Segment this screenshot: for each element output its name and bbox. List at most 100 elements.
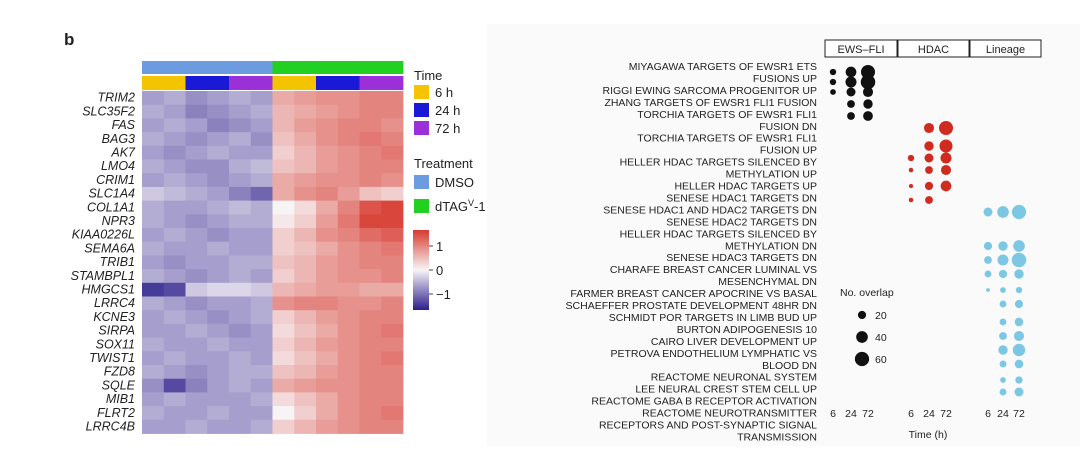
dot-marker: [1014, 359, 1024, 369]
term-label: SCHAEFFER PROSTATE DEVELOPMENT 48HR DN: [566, 300, 817, 312]
heatmap-cell: [316, 228, 339, 243]
heatmap-cell: [359, 337, 382, 352]
dot-marker: [863, 111, 873, 121]
dot-marker: [923, 122, 935, 134]
time-annotation-cell: [294, 76, 317, 90]
heatmap-cell: [272, 200, 295, 215]
dot-marker: [1015, 286, 1023, 294]
heatmap-cell: [316, 241, 339, 256]
time-annotation-cell: [142, 76, 165, 90]
heatmap-cell: [294, 118, 317, 133]
term-label: HELLER HDAC TARGETS SILENCED BY: [620, 157, 817, 169]
heatmap-cell: [250, 173, 273, 188]
heatmap-cell: [316, 310, 339, 325]
panel-label-f: f: [527, 42, 533, 61]
heatmap-cell: [272, 255, 295, 270]
x-tick-label: 6: [985, 408, 991, 420]
dot-marker: [925, 166, 933, 174]
heatmap-cell: [207, 145, 230, 160]
heatmap-cell: [142, 104, 165, 119]
heatmap-cell: [381, 351, 404, 366]
gene-label: AK7: [110, 145, 136, 159]
heatmap-cell: [337, 337, 360, 352]
heatmap-cell: [185, 118, 208, 133]
heatmap-cell: [272, 419, 295, 434]
heatmap-cell: [250, 186, 273, 201]
size-legend-dot: [854, 351, 870, 367]
heatmap-figure: TRIM2SLC35F2FASBAG3AK7LMO4CRIM1SLC1A4COL…: [71, 61, 486, 434]
heatmap-cell: [207, 255, 230, 270]
heatmap-cell: [229, 159, 252, 174]
heatmap-cell: [207, 296, 230, 311]
heatmap-cell: [294, 255, 317, 270]
treatment-annotation-cell: [229, 61, 252, 74]
time-annotation-cell: [185, 76, 208, 90]
heatmap-cell: [272, 173, 295, 188]
heatmap-cell: [250, 118, 273, 133]
heatmap-cell: [381, 419, 404, 434]
heatmap-cell: [142, 310, 165, 325]
heatmap-cell: [359, 255, 382, 270]
heatmap-cell: [272, 228, 295, 243]
time-annotation-cell: [316, 76, 339, 90]
heatmap-cell: [185, 419, 208, 434]
heatmap-cell: [294, 310, 317, 325]
dot-marker: [1000, 377, 1006, 383]
dot-marker: [999, 300, 1007, 308]
heatmap-cell: [381, 145, 404, 160]
dot-marker: [998, 345, 1008, 355]
heatmap-cell: [381, 186, 404, 201]
heatmap-cell: [337, 419, 360, 434]
heatmap-cell: [163, 159, 186, 174]
heatmap-cell: [207, 173, 230, 188]
term-label: MIYAGAWA TARGETS OF EWSR1 ETS: [629, 61, 817, 73]
dot-marker: [924, 181, 934, 191]
heatmap-cell: [185, 104, 208, 119]
heatmap-cell: [229, 323, 252, 338]
heatmap-cell: [142, 91, 165, 106]
time-annotation-cell: [359, 76, 382, 90]
size-legend-label: 40: [875, 332, 887, 344]
heatmap-cell: [272, 91, 295, 106]
heatmap-cell: [294, 282, 317, 297]
heatmap-cell: [185, 159, 208, 174]
legend-time-swatch: [414, 85, 429, 99]
heatmap-cell: [142, 365, 165, 380]
heatmap-cell: [229, 214, 252, 229]
heatmap-cell: [381, 310, 404, 325]
term-label: SENESE HDAC3 TARGETS DN: [666, 252, 817, 264]
heatmap-cell: [250, 132, 273, 147]
heatmap-cell: [337, 378, 360, 393]
heatmap-cell: [229, 365, 252, 380]
dot-marker: [863, 99, 873, 109]
gene-label: FAS: [112, 118, 136, 132]
heatmap-cell: [381, 269, 404, 284]
term-label: REACTOME NEURONAL SYSTEM: [651, 372, 817, 384]
dot-marker: [1014, 299, 1024, 309]
treatment-annotation-cell: [272, 61, 295, 74]
heatmap-cell: [185, 200, 208, 215]
treatment-annotation-cell: [381, 61, 404, 74]
legend-time-swatch: [414, 103, 429, 117]
heatmap-cell: [294, 173, 317, 188]
heatmap-cell: [359, 351, 382, 366]
heatmap-cell: [163, 269, 186, 284]
heatmap-cell: [250, 323, 273, 338]
term-label: FUSION UP: [760, 145, 817, 157]
dot-marker: [860, 74, 876, 90]
heatmap-cell: [272, 132, 295, 147]
term-label: CAIRO LIVER DEVELOPMENT UP: [651, 336, 817, 348]
heatmap-cell: [316, 323, 339, 338]
term-label: RECEPTORS AND POST-SYNAPTIC SIGNAL: [599, 420, 817, 432]
legend-treatment-swatch: [414, 199, 429, 213]
dot-marker: [1014, 317, 1024, 327]
time-annotation-cell: [250, 76, 273, 90]
heatmap-cell: [316, 296, 339, 311]
heatmap-cell: [250, 91, 273, 106]
heatmap-cell: [381, 200, 404, 215]
heatmap-cell: [229, 310, 252, 325]
heatmap-cell: [294, 378, 317, 393]
dot-marker: [1011, 204, 1027, 220]
term-label: MESENCHYMAL DN: [718, 276, 817, 288]
heatmap-cell: [163, 91, 186, 106]
